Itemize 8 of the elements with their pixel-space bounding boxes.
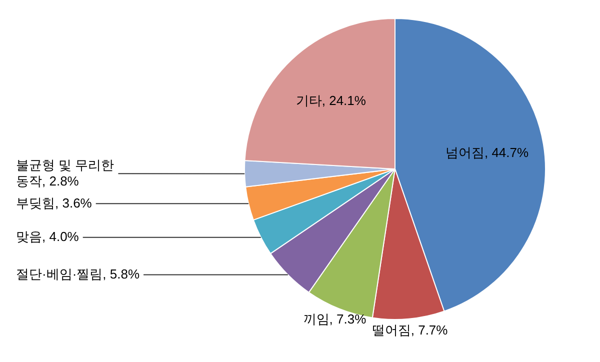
slice-label: 불균형 및 무리한 동작, 2.8% xyxy=(16,157,114,188)
slice-label: 끼임, 7.3% xyxy=(303,311,367,326)
slice-label: 기타, 24.1% xyxy=(296,92,366,108)
slice-label: 맞음, 4.0% xyxy=(16,228,80,244)
slice-label: 절단·베임·찔림, 5.8% xyxy=(16,266,140,282)
slice-label: 떨어짐, 7.7% xyxy=(372,322,448,338)
slice-label: 넘어짐, 44.7% xyxy=(445,145,529,160)
slice-label: 부딪힘, 3.6% xyxy=(16,195,92,210)
